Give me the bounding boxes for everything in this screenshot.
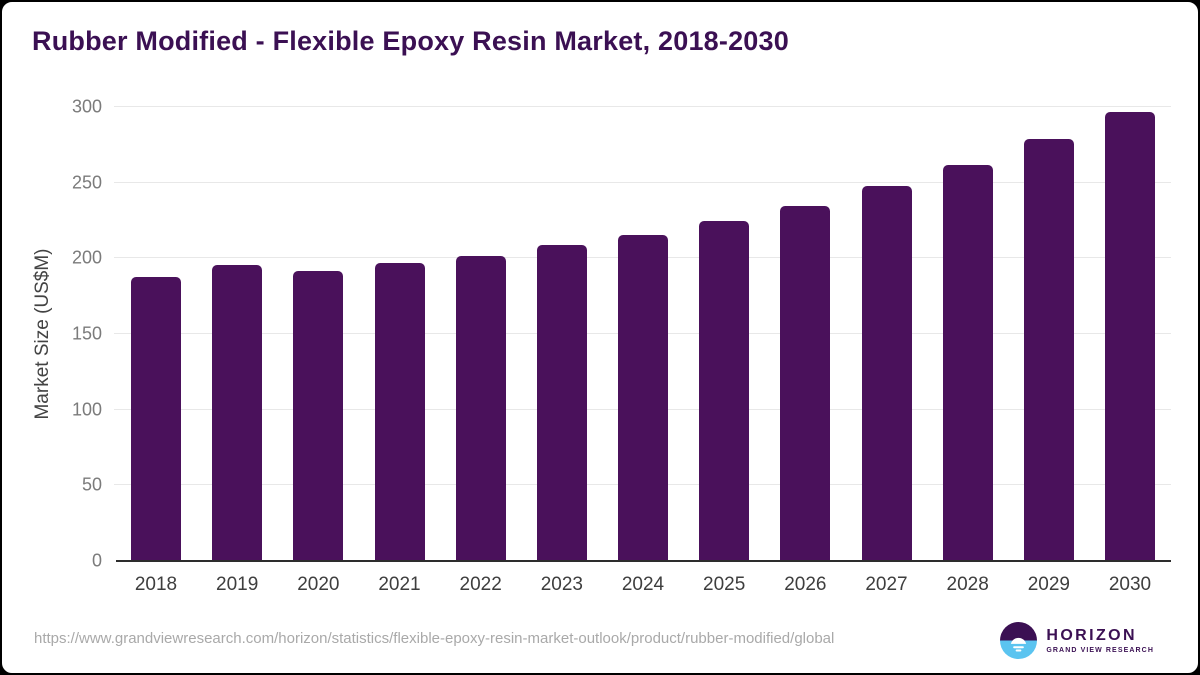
bar-2023 — [536, 245, 587, 560]
bar-2030 — [1105, 112, 1155, 560]
bar-2019 — [212, 264, 263, 560]
x-tick-label: 2019 — [216, 574, 259, 595]
x-tick-label: 2020 — [297, 574, 340, 595]
plot-area — [114, 106, 1171, 562]
x-tick-label: 2029 — [1027, 574, 1070, 595]
chart-title: Rubber Modified - Flexible Epoxy Resin M… — [32, 26, 789, 56]
logo-subtitle: GRAND VIEW RESEARCH — [1046, 646, 1154, 654]
horizon-sun-circle-icon — [1000, 622, 1038, 659]
gridline — [114, 181, 1171, 183]
x-tick-label: 2028 — [946, 574, 989, 595]
bar-2026 — [780, 205, 831, 560]
x-tick-label: 2018 — [134, 574, 178, 595]
x-tick-label: 2023 — [540, 574, 583, 595]
x-tick-label: 2022 — [459, 574, 502, 595]
bar-2022 — [455, 255, 506, 560]
bar-2020 — [293, 270, 344, 560]
x-tick-label: 2025 — [703, 574, 746, 595]
y-tick-label: 50 — [81, 474, 102, 495]
y-tick-label: 200 — [71, 247, 102, 268]
horizon-logo: HORIZON GRAND VIEW RESEARCH — [1000, 622, 1154, 659]
x-tick-label: 2027 — [865, 574, 908, 595]
y-axis-tick-labels: 0 50 100 150 200 250 300 — [2, 2, 102, 673]
logo-brand: HORIZON — [1046, 627, 1137, 645]
bar-2018 — [131, 277, 181, 560]
bar-2028 — [942, 165, 993, 560]
x-tick-label: 2030 — [1108, 574, 1152, 595]
bar-2029 — [1023, 139, 1074, 560]
x-tick-label: 2024 — [621, 574, 665, 595]
x-tick-label: 2026 — [784, 574, 827, 595]
bar-2027 — [861, 186, 912, 560]
y-tick-label: 0 — [91, 550, 102, 571]
bar-2024 — [618, 234, 668, 560]
source-url: https://www.grandviewresearch.com/horizo… — [34, 630, 835, 647]
y-tick-label: 150 — [71, 323, 102, 344]
bar-2025 — [699, 221, 750, 560]
gridline — [114, 106, 1171, 107]
x-tick-label: 2021 — [378, 574, 421, 595]
y-tick-label: 250 — [71, 172, 102, 193]
logo-wordmark: HORIZON GRAND VIEW RESEARCH — [1046, 627, 1154, 654]
bar-2021 — [374, 263, 425, 560]
y-tick-label: 100 — [71, 399, 102, 420]
y-tick-label: 300 — [71, 96, 102, 117]
x-axis-line — [116, 560, 1171, 562]
